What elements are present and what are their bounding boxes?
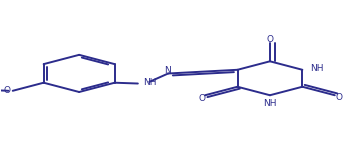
Text: NH: NH xyxy=(143,78,156,87)
Text: N: N xyxy=(164,66,171,75)
Text: O: O xyxy=(199,94,206,103)
Text: O: O xyxy=(4,86,11,95)
Text: NH: NH xyxy=(263,99,277,108)
Text: O: O xyxy=(266,35,274,44)
Text: NH: NH xyxy=(310,65,324,74)
Text: O: O xyxy=(335,93,343,102)
